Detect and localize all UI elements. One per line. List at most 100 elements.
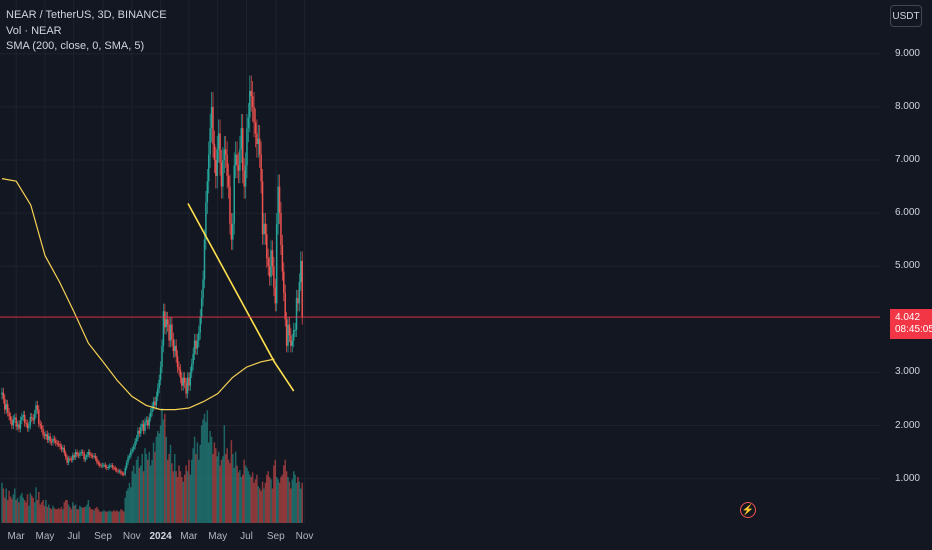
- volume-bar: [172, 471, 175, 523]
- volume-bar: [202, 419, 204, 523]
- candle: [15, 417, 17, 427]
- volume-bar: [273, 465, 275, 523]
- candle: [55, 440, 57, 444]
- candle: [110, 465, 112, 467]
- volume-bar: [55, 509, 57, 523]
- candle: [45, 433, 47, 437]
- candle: [46, 433, 49, 440]
- sma-indicator-label[interactable]: SMA (200, close, 0, SMA, 5): [6, 40, 145, 52]
- candle: [175, 345, 177, 357]
- volume-bar: [104, 511, 107, 523]
- volume-bar: [223, 425, 226, 523]
- volume-bar: [157, 431, 159, 523]
- candle: [123, 473, 125, 475]
- time-tick-label: Sep: [94, 531, 112, 542]
- candle: [87, 452, 90, 455]
- volume-bar: [298, 481, 301, 523]
- candle: [117, 470, 119, 472]
- volume-bar: [45, 500, 47, 523]
- price-tick-label: 1.000: [894, 472, 920, 484]
- candle: [213, 144, 216, 160]
- volume-bar: [192, 448, 194, 523]
- candle: [227, 175, 230, 187]
- candle: [210, 106, 213, 129]
- candle: [53, 438, 56, 441]
- symbol-title[interactable]: NEAR / TetherUS, 3D, BINANCE: [6, 9, 167, 21]
- candle: [271, 250, 274, 267]
- volume-bar: [241, 474, 244, 523]
- volume-bar: [16, 497, 19, 523]
- candle: [216, 149, 218, 176]
- time-tick-label: Mar: [180, 531, 198, 542]
- candle: [97, 462, 100, 464]
- candle: [70, 458, 73, 461]
- volume-bar: [100, 511, 102, 523]
- volume-bar: [142, 471, 145, 523]
- volume-bar: [185, 465, 187, 523]
- candle: [18, 424, 20, 429]
- volume-bar: [74, 504, 77, 523]
- volume-bar: [284, 459, 286, 523]
- time-tick-label: May: [35, 531, 55, 542]
- volume-bar: [193, 436, 196, 523]
- candle: [263, 223, 265, 235]
- volume-bar: [145, 454, 148, 523]
- candle: [161, 345, 163, 368]
- volume-bar: [219, 465, 221, 523]
- volume-bar: [277, 479, 279, 523]
- candle: [94, 455, 97, 459]
- candle: [300, 260, 302, 283]
- volume-bar: [22, 497, 24, 523]
- candle: [81, 452, 84, 454]
- candle: [60, 446, 63, 450]
- volume-bar: [229, 463, 231, 523]
- volume-bar: [227, 459, 230, 523]
- last-price-tag: 4.042 08:45:05: [890, 309, 932, 339]
- price-tick-label: 3.000: [894, 366, 920, 378]
- candle: [66, 457, 68, 463]
- candle: [261, 181, 264, 235]
- volume-bar: [77, 509, 80, 523]
- candle: [59, 444, 61, 447]
- candle: [260, 154, 262, 182]
- candle: [32, 418, 34, 421]
- candle: [33, 413, 36, 421]
- volume-bar: [295, 482, 298, 523]
- currency-unit-button[interactable]: USDT: [890, 5, 922, 27]
- candle: [165, 319, 168, 328]
- volume-indicator-label[interactable]: Vol · NEAR: [6, 24, 62, 37]
- bolt-icon[interactable]: ⚡: [740, 502, 756, 518]
- volume-bar: [53, 508, 56, 523]
- candle: [137, 430, 139, 439]
- volume-bar: [256, 474, 258, 523]
- legend: NEAR / TetherUS, 3D, BINANCE Vol · NEAR …: [6, 8, 167, 55]
- candle: [106, 466, 108, 468]
- candle: [67, 458, 70, 463]
- time-tick-label: Mar: [7, 531, 25, 542]
- volume-bar: [292, 471, 295, 523]
- volume-bar: [134, 473, 136, 523]
- candle: [202, 279, 204, 299]
- candle: [266, 234, 268, 259]
- candle: [295, 298, 298, 330]
- volume-bar: [267, 471, 269, 523]
- candle: [9, 416, 12, 421]
- candle: [39, 423, 41, 426]
- volume-bar: [60, 506, 63, 523]
- candle: [25, 422, 27, 424]
- volume-bar: [278, 482, 281, 523]
- candle: [43, 435, 46, 437]
- candle: [251, 96, 254, 107]
- volume-bar: [261, 481, 264, 523]
- candle: [226, 154, 228, 176]
- volume-bar: [283, 465, 285, 523]
- candle: [52, 438, 54, 443]
- candle: [205, 202, 207, 240]
- candle: [144, 421, 146, 431]
- volume-bar: [233, 467, 235, 523]
- candle: [284, 292, 286, 320]
- volume-bar: [147, 459, 149, 523]
- volume-bar: [271, 488, 274, 523]
- volume-bar: [138, 467, 141, 523]
